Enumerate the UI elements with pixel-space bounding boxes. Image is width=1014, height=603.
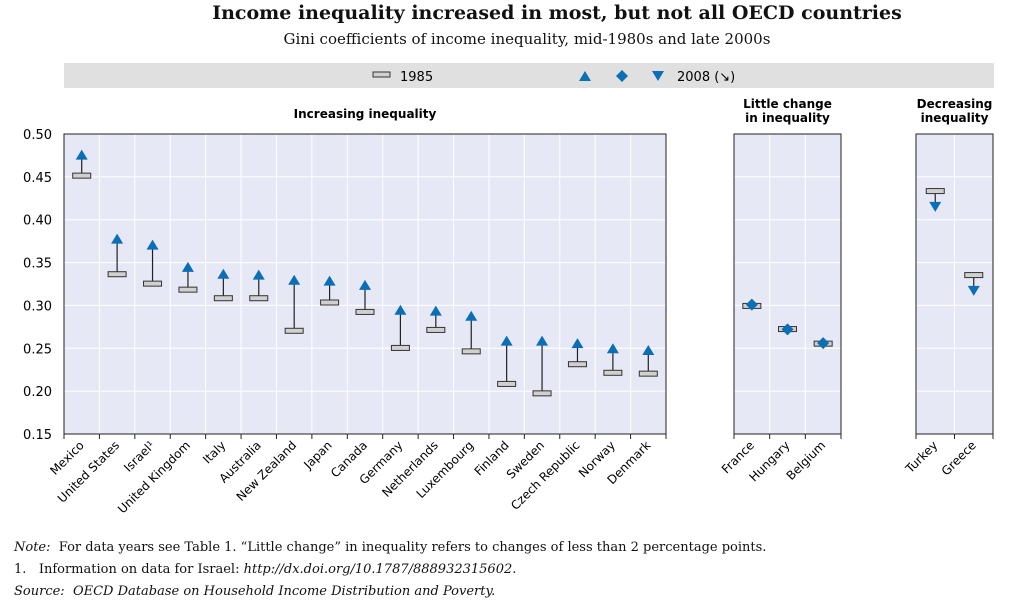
- note-text: For data years see Table 1. “Little chan…: [58, 540, 767, 555]
- category-label: Turkey: [902, 438, 940, 476]
- marker-2008-up: [323, 275, 336, 286]
- source-text: OECD Database on Household Income Distri…: [72, 584, 496, 599]
- marker-2008-down: [929, 201, 942, 212]
- marker-2008-up: [252, 269, 265, 280]
- category-label: Greece: [939, 438, 979, 478]
- marker-1985: [426, 326, 446, 333]
- note-label: Note:: [14, 540, 51, 555]
- chart-svg: 1985 2008 (↘) 0.50 0.45 0.40 0.35 0.30 0.25 0.20…: [23, 63, 994, 516]
- source-line: Source: OECD Database on Household Incom…: [14, 581, 766, 603]
- marker-2008-up: [146, 239, 159, 250]
- marker-1985: [355, 308, 375, 315]
- footnote-line: 1. Information on data for Israel: http:…: [14, 559, 766, 581]
- marker-1985: [532, 390, 552, 397]
- footnote-link[interactable]: http://dx.doi.org/10.1787/888932315602: [243, 562, 513, 577]
- y-tick-label: 0.30: [23, 299, 52, 314]
- category-label: Japan: [300, 438, 334, 472]
- y-tick-label: 0.20: [23, 385, 52, 400]
- footnote-text: Information on data for Israel:: [38, 562, 240, 577]
- legend-2008-label: 2008 (↘): [677, 70, 735, 85]
- marker-1985: [72, 172, 92, 179]
- note-line: Note: For data years see Table 1. “Littl…: [14, 537, 766, 559]
- marker-2008-diamond: [781, 323, 794, 336]
- category-label: Belgium: [784, 438, 829, 483]
- marker-1985: [249, 295, 269, 302]
- marker-2008-up: [111, 233, 124, 244]
- y-tick-label: 0.45: [23, 171, 52, 186]
- marker-2008-up: [642, 345, 655, 355]
- marker-1985: [925, 188, 945, 195]
- marker-1985: [567, 361, 587, 368]
- marker-1985: [638, 370, 658, 377]
- plot-panel: [734, 134, 841, 434]
- marker-2008-up: [571, 338, 584, 349]
- chart-title: Income inequality increased in most, but…: [212, 2, 902, 24]
- y-tick-label: 0.50: [23, 128, 52, 143]
- legend-box: [64, 63, 994, 88]
- panel-title: in inequality: [745, 111, 830, 125]
- legend-up-marker: [579, 71, 591, 81]
- marker-2008-up: [217, 268, 230, 279]
- source-label: Source:: [14, 584, 65, 599]
- marker-1985: [964, 272, 984, 279]
- marker-2008-diamond: [817, 337, 830, 350]
- marker-2008-up: [288, 274, 301, 285]
- marker-1985: [320, 299, 340, 306]
- marker-1985: [178, 286, 198, 293]
- panel-title: Little change: [743, 97, 832, 111]
- marker-2008-diamond: [745, 298, 758, 311]
- y-tick-label: 0.35: [23, 257, 52, 272]
- marker-2008-up: [536, 335, 549, 346]
- y-tick-label: 0.40: [23, 214, 52, 229]
- marker-1985: [107, 271, 127, 278]
- marker-2008-up: [181, 261, 194, 272]
- marker-1985: [497, 380, 517, 387]
- marker-1985: [143, 280, 163, 287]
- y-tick-label: 0.25: [23, 342, 52, 357]
- marker-1985: [284, 327, 304, 334]
- panel-title: Decreasing: [917, 97, 993, 111]
- y-tick-label: 0.15: [23, 428, 52, 443]
- marker-2008-up: [359, 279, 371, 290]
- legend-1985-label: 1985: [400, 70, 433, 85]
- marker-1985: [603, 369, 623, 376]
- marker-1985: [461, 348, 481, 355]
- chart-notes: Note: For data years see Table 1. “Littl…: [14, 537, 766, 603]
- panel-border: [63, 133, 667, 435]
- chart-subtitle: Gini coefficients of income inequality, …: [283, 30, 771, 48]
- panel-title: Increasing inequality: [294, 107, 437, 121]
- legend-down-marker: [652, 71, 664, 81]
- marker-2008-up: [394, 304, 407, 315]
- marker-2008-up: [429, 305, 442, 316]
- legend-1985-marker: [372, 71, 391, 78]
- marker-2008-up: [500, 335, 513, 346]
- legend-diamond-marker: [616, 70, 628, 82]
- panel-border: [733, 133, 842, 435]
- marker-2008-up: [465, 310, 478, 321]
- marker-2008-down: [967, 285, 980, 296]
- marker-2008-up: [606, 343, 619, 354]
- footnote-end: .: [512, 562, 517, 577]
- category-label: Italy: [200, 438, 228, 466]
- footnote-number: 1.: [14, 562, 27, 577]
- marker-2008-up: [75, 149, 88, 160]
- marker-1985: [213, 295, 233, 302]
- category-label: United States: [55, 438, 122, 505]
- panel-title: inequality: [921, 111, 989, 125]
- marker-1985: [390, 344, 410, 351]
